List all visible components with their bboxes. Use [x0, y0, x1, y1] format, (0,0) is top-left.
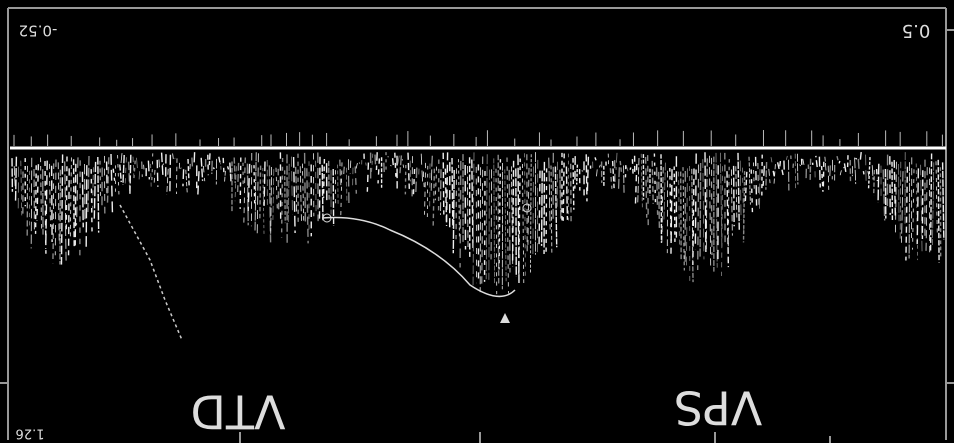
spectrum-line	[830, 165, 831, 176]
spectrum-line	[860, 152, 861, 160]
spectrum-line	[491, 169, 492, 259]
spectrum-line	[366, 163, 367, 166]
spectrum-line	[878, 164, 879, 203]
spectrum-line	[509, 170, 510, 273]
spectrum-line	[582, 170, 583, 171]
spectrum-line	[192, 158, 193, 167]
spectrum-line	[705, 152, 706, 252]
spectrum-line	[107, 162, 108, 194]
spectrum-line	[453, 170, 454, 253]
spectrum-line	[837, 156, 838, 160]
spectrum-line	[180, 168, 181, 169]
spectrum-line	[228, 166, 229, 169]
spectrum-line	[375, 155, 376, 165]
spectrum-line	[209, 153, 210, 165]
spectrum-line	[828, 166, 829, 190]
doppler-image: -0.52 0.5 1.26 VTD VPS	[0, 0, 954, 443]
spectrum-line	[36, 165, 37, 234]
spectrum-line	[573, 158, 574, 210]
spectrum-line	[82, 172, 83, 227]
spectrum-line	[839, 161, 840, 163]
scale-label: 0.5	[902, 20, 931, 41]
spectrum-line	[858, 159, 859, 169]
spectrum-line	[855, 158, 856, 159]
spectrum-line	[797, 154, 798, 185]
spectrum-line	[780, 161, 781, 166]
spectrum-line	[489, 170, 490, 280]
spectrum-line	[844, 167, 845, 168]
spectrum-line	[513, 161, 514, 261]
spectrum-line	[874, 170, 875, 195]
spectrum-line	[586, 154, 587, 201]
background	[0, 0, 954, 443]
page: {"labels": {"top_left": "-0.52", "top_ri…	[0, 0, 954, 443]
spectrum-line	[322, 165, 323, 220]
spectrum-line	[170, 155, 171, 192]
marker-label: VTD	[191, 385, 286, 439]
spectrum-line	[213, 168, 214, 169]
scale-label: 1.26	[16, 426, 45, 441]
spectrum-line	[498, 155, 499, 285]
marker-label: VPS	[674, 381, 762, 435]
scale-label: -0.52	[19, 22, 58, 40]
spectrum-line	[238, 163, 239, 192]
